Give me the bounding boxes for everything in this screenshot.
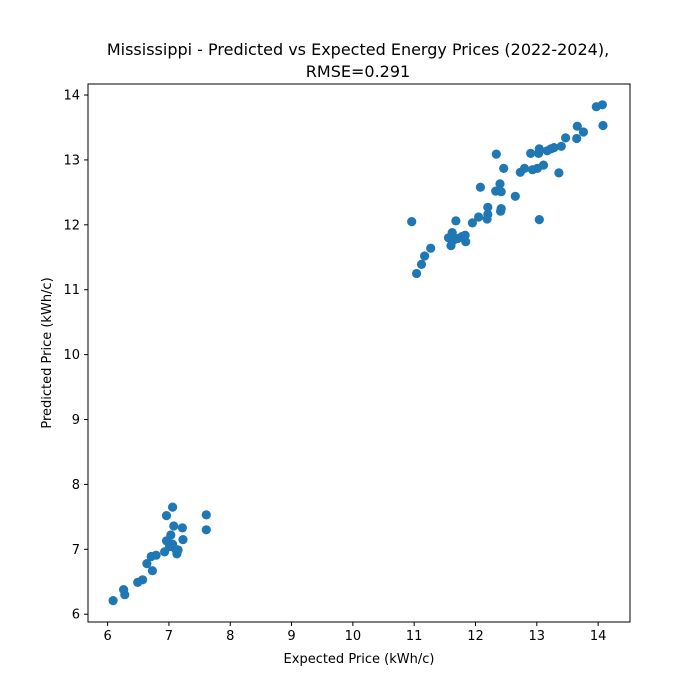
data-point-49 bbox=[496, 204, 506, 214]
data-point-16 bbox=[169, 521, 179, 531]
x-tick-label: 8 bbox=[226, 629, 234, 644]
data-point-60 bbox=[538, 160, 549, 170]
y-tick-label: 14 bbox=[63, 89, 80, 104]
y-tick-label: 12 bbox=[63, 218, 80, 233]
data-points bbox=[108, 100, 608, 606]
data-point-64 bbox=[554, 168, 564, 178]
x-tick-label: 11 bbox=[406, 629, 423, 644]
data-point-22 bbox=[201, 510, 211, 520]
data-point-65 bbox=[556, 141, 566, 151]
data-point-48 bbox=[496, 187, 506, 197]
data-point-71 bbox=[597, 100, 608, 110]
y-tick-label: 7 bbox=[72, 543, 80, 558]
x-tick-label: 13 bbox=[529, 629, 546, 644]
data-point-38 bbox=[467, 218, 477, 228]
data-point-33 bbox=[451, 216, 461, 226]
y-tick-label: 6 bbox=[72, 608, 80, 623]
data-point-0 bbox=[108, 596, 118, 606]
y-tick-label: 9 bbox=[72, 413, 80, 428]
data-point-66 bbox=[561, 133, 571, 143]
data-point-21 bbox=[178, 535, 188, 545]
data-point-28 bbox=[426, 243, 436, 253]
data-point-50 bbox=[499, 163, 509, 173]
data-point-24 bbox=[407, 217, 417, 227]
data-point-54 bbox=[526, 148, 536, 158]
data-point-51 bbox=[510, 191, 520, 201]
data-point-4 bbox=[138, 575, 148, 585]
data-point-26 bbox=[416, 259, 427, 269]
data-point-63 bbox=[549, 143, 559, 153]
data-point-20 bbox=[177, 523, 187, 533]
data-point-68 bbox=[572, 121, 582, 131]
data-point-19 bbox=[173, 545, 183, 555]
data-point-39 bbox=[474, 212, 484, 222]
x-tick-label: 14 bbox=[590, 629, 607, 644]
x-axis-ticks: 6 7 8 9 10 11 12 13 14 bbox=[103, 622, 606, 644]
x-tick-label: 10 bbox=[345, 629, 362, 644]
data-point-8 bbox=[151, 550, 161, 560]
data-point-2 bbox=[120, 590, 130, 600]
plot-area bbox=[87, 83, 631, 623]
y-axis-label: Predicted Price (kWh/c) bbox=[40, 277, 55, 428]
data-point-58 bbox=[534, 144, 544, 154]
x-tick-label: 6 bbox=[103, 629, 111, 644]
y-tick-label: 10 bbox=[63, 348, 80, 363]
data-point-45 bbox=[491, 149, 501, 159]
y-axis-ticks: 6 7 8 9 10 11 12 13 14 bbox=[63, 89, 88, 623]
data-point-14 bbox=[168, 502, 178, 512]
data-point-43 bbox=[483, 209, 493, 219]
data-point-42 bbox=[483, 202, 493, 212]
data-point-25 bbox=[412, 268, 422, 279]
data-point-13 bbox=[166, 530, 176, 540]
data-point-37 bbox=[461, 237, 471, 247]
data-point-72 bbox=[598, 120, 608, 131]
data-point-31 bbox=[447, 228, 457, 238]
data-point-27 bbox=[420, 251, 430, 261]
x-axis-label: Expected Price (kWh/c) bbox=[284, 652, 435, 667]
x-tick-label: 9 bbox=[287, 629, 295, 644]
data-point-5 bbox=[142, 559, 152, 569]
y-tick-label: 13 bbox=[63, 153, 80, 168]
chart-title-line-1: Mississippi - Predicted vs Expected Ener… bbox=[107, 40, 609, 59]
y-tick-label: 11 bbox=[63, 283, 80, 298]
data-point-23 bbox=[201, 525, 211, 535]
x-tick-label: 7 bbox=[165, 629, 173, 644]
data-point-53 bbox=[519, 163, 530, 173]
data-point-40 bbox=[475, 182, 485, 192]
data-point-59 bbox=[534, 215, 544, 225]
x-tick-label: 12 bbox=[467, 629, 484, 644]
chart-title-line-2: RMSE=0.291 bbox=[306, 62, 410, 81]
data-point-69 bbox=[578, 127, 589, 137]
data-point-10 bbox=[161, 510, 172, 521]
data-point-46 bbox=[495, 179, 505, 189]
data-point-7 bbox=[147, 566, 157, 576]
y-tick-label: 8 bbox=[72, 478, 80, 493]
data-point-67 bbox=[572, 133, 582, 144]
